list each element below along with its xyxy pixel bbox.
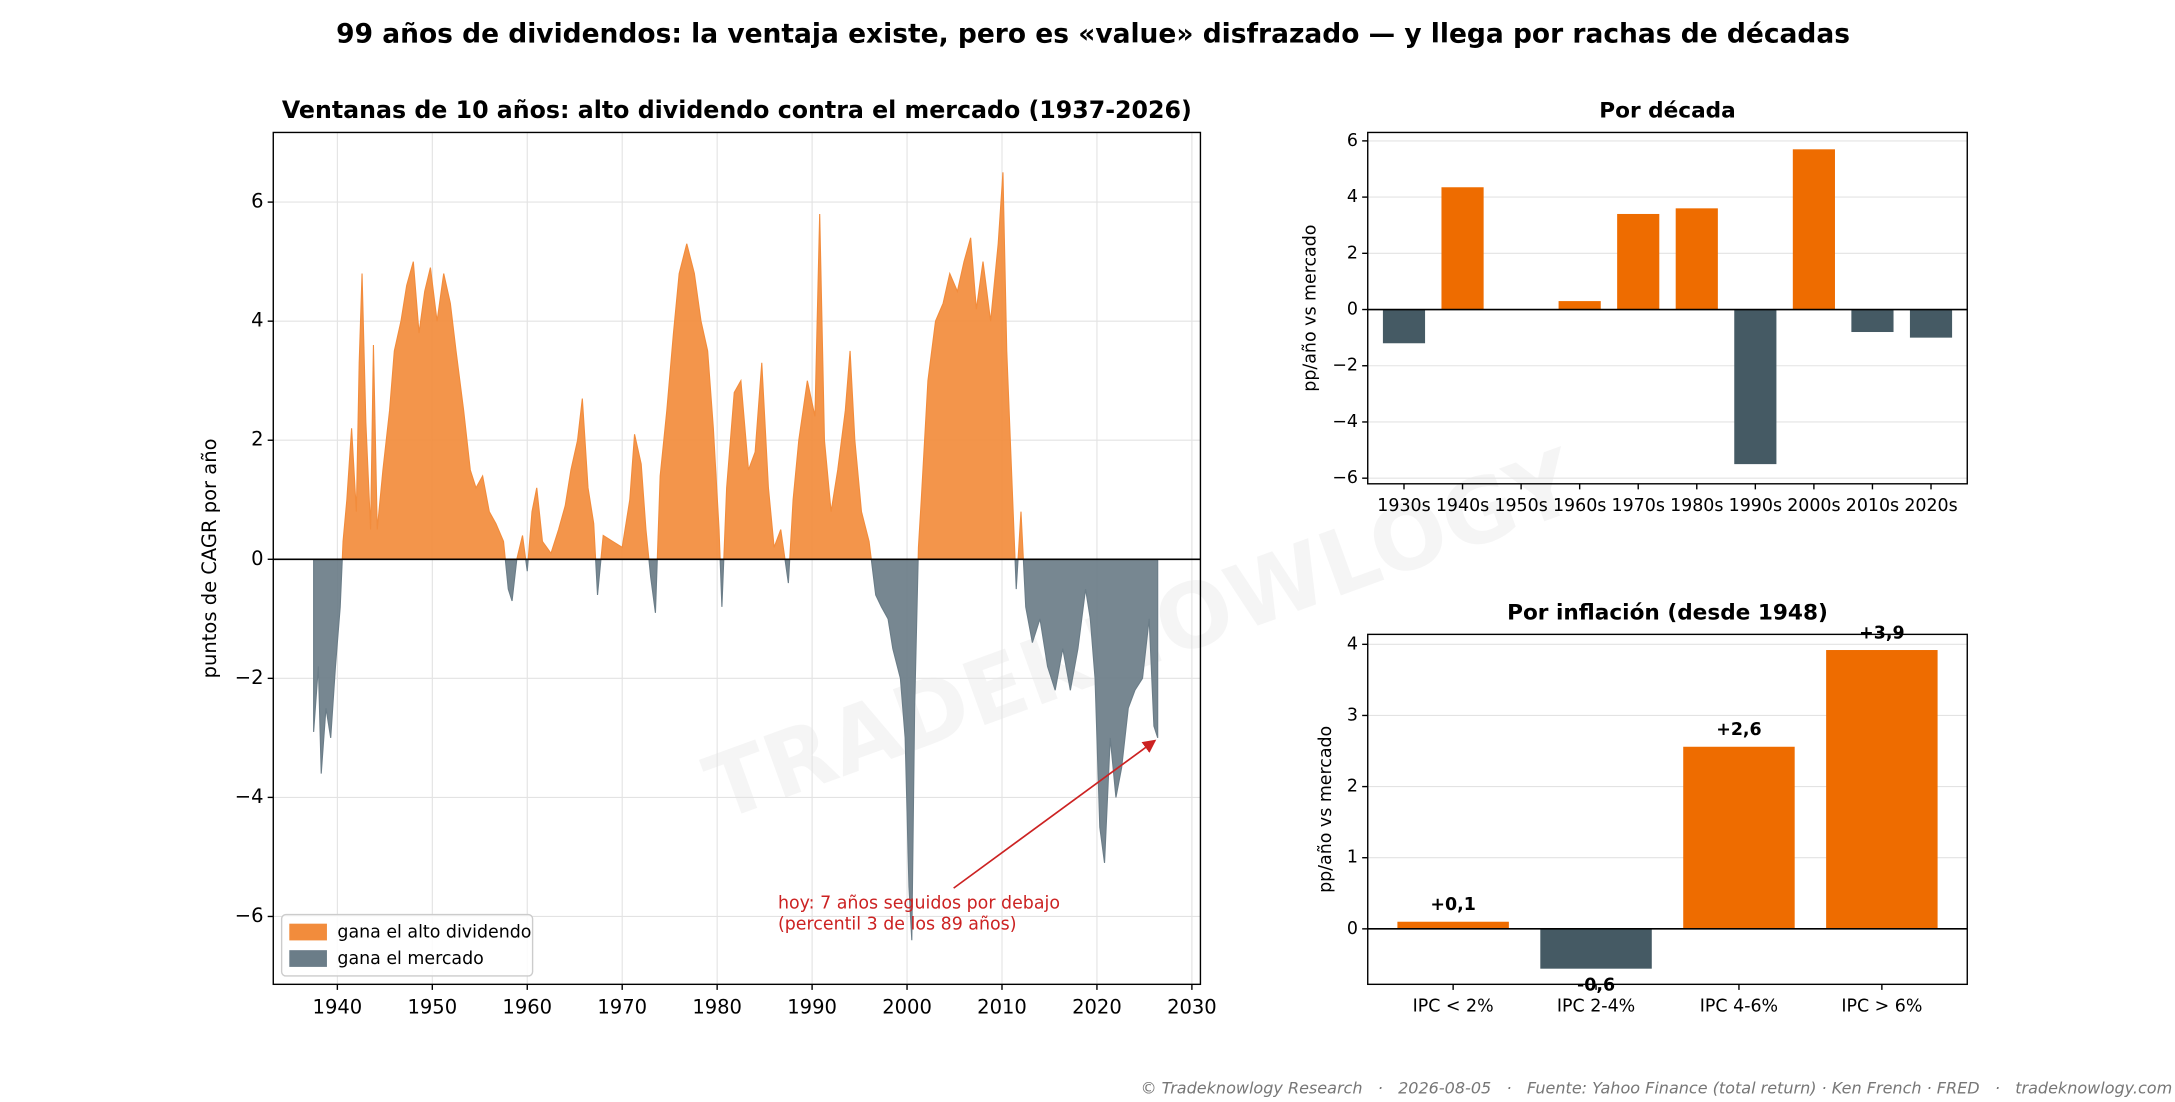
page-title: 99 años de dividendos: la ventaja existe… [336,18,1850,49]
y-tick-label: 2 [1347,777,1358,797]
bar [1382,309,1426,344]
area-above [313,172,1159,560]
x-tick-label: 2000s [1787,496,1840,516]
bar [1792,149,1835,310]
annotation-arrow [953,739,1157,889]
y-tick-label: −2 [235,666,264,689]
y-tick-label: 6 [1347,131,1358,151]
y-tick-label: 0 [251,547,263,570]
bar [1558,301,1601,310]
area-below [313,559,1159,941]
y-tick-label: −6 [235,904,264,927]
y-tick-label: 3 [1347,705,1358,725]
x-tick-label: 1990s [1729,496,1782,516]
plot-frame [1367,633,1968,986]
x-tick-label: 2030 [1167,996,1217,1019]
y-tick-label: 0 [1347,919,1358,939]
legend-box [280,913,534,977]
y-axis-label: puntos de CAGR por año [198,438,221,678]
annotation-text: (percentil 3 de los 89 años) [778,914,1017,934]
x-tick-label: 1940s [1436,496,1489,516]
bar [1826,650,1938,929]
value-label: -0,6 [1577,975,1615,995]
y-tick-label: −6 [1332,468,1358,488]
y-axis-label: pp/año vs mercado [1301,225,1321,392]
legend-label: gana el mercado [337,949,483,969]
bar [1441,187,1484,310]
chart-title: Por década [1599,99,1735,124]
plot-frame [272,131,1202,986]
legend-swatch [289,923,327,941]
x-tick-label: 1980 [692,996,742,1019]
y-tick-label: −2 [1332,356,1358,376]
x-tick-label: 1960 [502,996,552,1019]
legend-swatch [289,950,327,967]
chart-title: Por inflación (desde 1948) [1507,600,1828,625]
x-tick-label: 2000 [882,996,932,1019]
bar [1851,309,1894,333]
x-tick-label: 2010 [977,996,1027,1019]
x-tick-label: IPC 2-4% [1557,997,1635,1017]
plot-frame [1367,131,1968,485]
value-label: +0,1 [1430,895,1475,915]
y-axis-label: pp/año vs mercado [1316,726,1336,893]
x-tick-label: IPC < 2% [1413,997,1494,1017]
y-tick-label: 1 [1347,848,1358,868]
y-tick-label: −4 [1332,412,1358,432]
x-tick-label: 1960s [1553,496,1606,516]
y-tick-label: 4 [1347,634,1358,654]
bar [1617,213,1660,310]
value-label: +3,9 [1859,623,1904,643]
x-tick-label: 1950 [407,996,457,1019]
y-tick-label: 0 [1347,300,1358,320]
x-tick-label: 2020s [1904,496,1957,516]
x-tick-label: 1950s [1494,496,1547,516]
bar [1734,309,1777,465]
bar [1675,208,1718,310]
x-tick-label: IPC > 6% [1841,997,1922,1017]
bar [1909,309,1953,338]
y-tick-label: 2 [251,428,263,451]
x-tick-label: IPC 4-6% [1700,997,1778,1017]
x-tick-label: 1970 [597,996,647,1019]
x-tick-label: 1930s [1377,496,1430,516]
y-tick-label: 2 [1347,243,1358,263]
bar [1397,921,1509,929]
annotation-text: hoy: 7 años seguidos por debajo [778,893,1060,913]
y-tick-label: 4 [251,309,263,332]
bar [1683,746,1795,929]
x-tick-label: 2010s [1846,496,1899,516]
y-tick-label: 4 [1347,187,1358,207]
x-tick-label: 1970s [1612,496,1665,516]
x-tick-label: 1990 [787,996,837,1019]
y-tick-label: 6 [251,190,263,213]
y-tick-label: −4 [235,785,264,808]
footer: © Tradeknowlogy Research · 2026-08-05 · … [1141,1078,2173,1097]
x-tick-label: 2020 [1072,996,1122,1019]
x-tick-label: 1980s [1670,496,1723,516]
value-label: +2,6 [1716,720,1761,740]
x-tick-label: 1940 [313,996,363,1019]
chart-title: Ventanas de 10 años: alto dividendo cont… [282,96,1192,124]
legend-label: gana el alto dividendo [337,923,531,943]
bar [1540,928,1652,969]
